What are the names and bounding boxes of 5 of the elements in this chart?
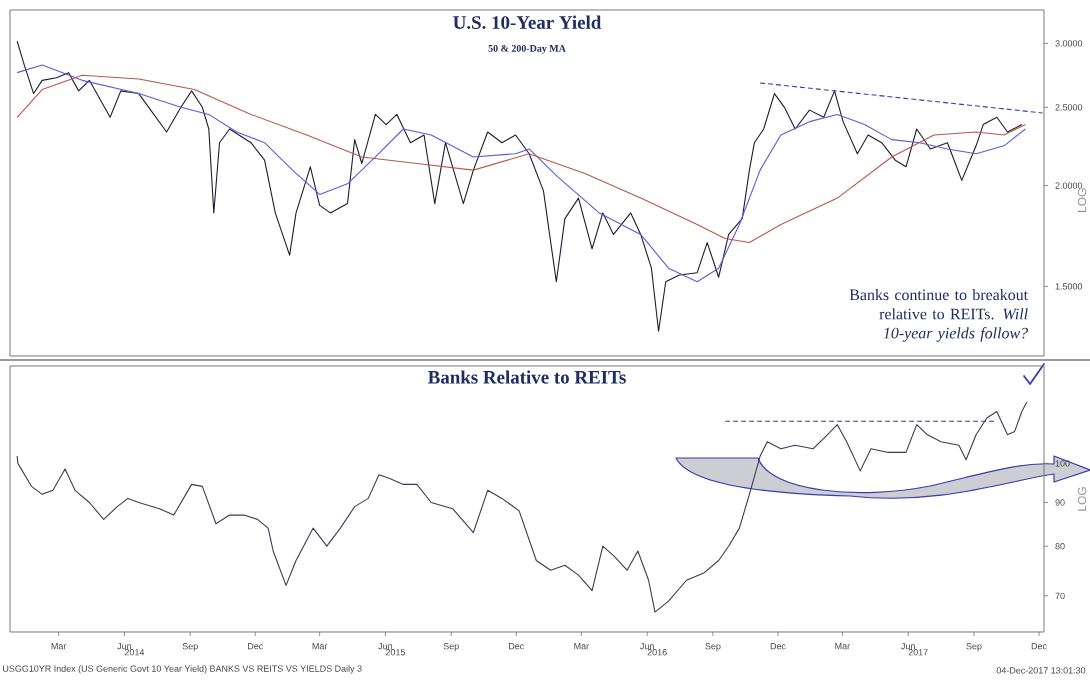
line-series	[16, 74, 1026, 244]
line-series	[16, 401, 1028, 613]
chart-title: U.S. 10-Year Yield	[453, 15, 602, 30]
chart-title: Banks Relative to REITs	[428, 370, 626, 384]
line-series	[16, 64, 1026, 283]
